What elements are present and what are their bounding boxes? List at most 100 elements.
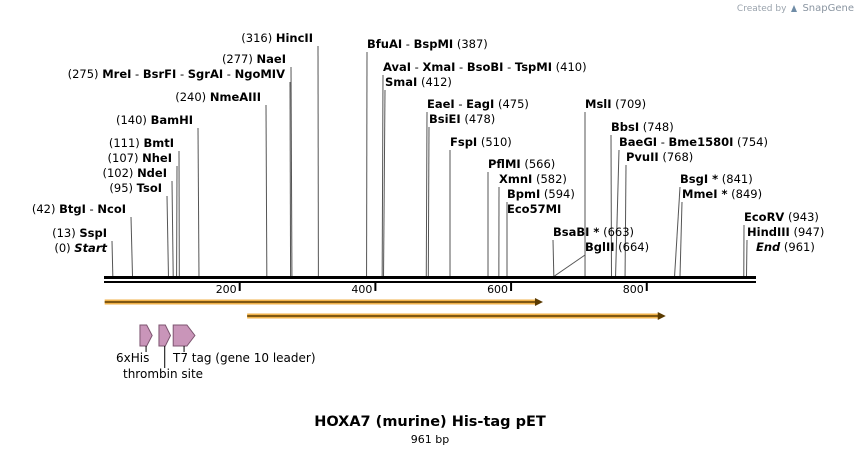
site-position: (478): [461, 112, 496, 126]
site-position: (107): [108, 151, 143, 165]
enzyme-name: EagI: [466, 97, 494, 111]
credit-prefix: Created by: [736, 3, 787, 14]
site-label: (95) TsoI: [109, 181, 162, 195]
site-position: (410): [552, 60, 587, 74]
site-labels: (0) Start(13) SspI (42) BtgI - NcoI (95) T…: [32, 31, 825, 255]
orf-arrows: [104, 298, 666, 320]
site-label: (13) SspI: [52, 226, 107, 240]
site-label: SmaI (412): [385, 75, 452, 89]
site-label: (42) BtgI - NcoI: [32, 202, 126, 216]
site-line: [674, 186, 681, 277]
enzyme-name: MslI: [585, 97, 612, 111]
enzyme-name: SmaI: [385, 75, 417, 89]
feature-label: thrombin site: [123, 367, 203, 381]
site-line: [554, 254, 586, 277]
enzyme-name: BamHI: [151, 113, 193, 127]
feature-arrow: [172, 324, 196, 347]
site-line: [166, 195, 169, 277]
site-label: FspI (510): [450, 135, 512, 149]
site-label: (107) NheI: [108, 151, 172, 165]
enzyme-name: BmtI: [143, 136, 174, 150]
site-position: (566): [521, 157, 556, 171]
enzyme-name: XmaI: [423, 60, 456, 74]
enzyme-name: TsoI: [137, 181, 162, 195]
enzyme-name: BpmI: [507, 187, 540, 201]
site-position: (275): [68, 67, 103, 81]
enzyme-name: BsoBI: [467, 60, 504, 74]
enzyme-name: SgrAI: [188, 67, 223, 81]
site-position: (961): [780, 240, 815, 254]
site-separator: -: [131, 67, 142, 81]
map-title: HOXA7 (murine) His-tag pET: [314, 414, 546, 430]
enzyme-name: NmeAIII: [210, 90, 261, 104]
scale-tick-label: 600: [487, 283, 508, 296]
site-position: (754): [733, 135, 768, 149]
site-line: [383, 89, 386, 277]
site-label: XmnI (582): [499, 172, 567, 186]
site-position: (748): [639, 120, 674, 134]
site-position: (111): [109, 136, 144, 150]
feature-label: T7 tag (gene 10 leader): [172, 351, 316, 365]
site-position: (594): [540, 187, 575, 201]
site-label: BsgI * (841): [680, 172, 753, 186]
enzyme-name: BsgI *: [680, 172, 718, 186]
enzyme-name: End: [756, 240, 781, 254]
site-line: [197, 127, 200, 277]
enzyme-name: Eco57MI: [507, 202, 561, 216]
credit-brand: SnapGene: [802, 3, 854, 14]
site-position: (277): [222, 52, 257, 66]
site-label: EcoRV (943): [744, 210, 819, 224]
site-line: [290, 66, 293, 277]
site-label: (111) BmtI: [109, 136, 174, 150]
enzyme-name: AvaI: [383, 60, 411, 74]
backbone-bottom-strand: [104, 281, 756, 283]
site-position: (709): [612, 97, 647, 111]
site-separator: -: [455, 97, 466, 111]
site-label: AvaI - XmaI - BsoBI - TspMI (410): [383, 60, 587, 74]
site-label: (140) BamHI: [116, 113, 193, 127]
snapgene-logo-icon: [791, 4, 798, 12]
enzyme-name: HincII: [276, 31, 313, 45]
site-label: BfuAI - BspMI (387): [367, 37, 488, 51]
site-position: (42): [32, 202, 59, 216]
backbone-top-strand: [104, 276, 756, 279]
site-label: BsaBI * (663): [553, 225, 634, 239]
site-line: [427, 126, 430, 277]
site-label: EaeI - EagI (475): [427, 97, 529, 111]
site-label: End (961): [756, 240, 815, 254]
site-position: (387): [453, 37, 488, 51]
enzyme-name: NdeI: [137, 166, 167, 180]
site-position: (841): [718, 172, 753, 186]
site-position: (510): [477, 135, 512, 149]
enzyme-name: BtgI: [59, 202, 86, 216]
site-label: (0) Start: [54, 241, 107, 255]
scale-tick-label: 400: [351, 283, 372, 296]
site-label: PvuII (768): [626, 150, 693, 164]
site-line: [552, 239, 555, 277]
map-length: 961 bp: [410, 433, 450, 446]
site-position: (475): [494, 97, 529, 111]
site-label: (316) HincII: [241, 31, 313, 45]
site-line: [381, 74, 384, 277]
enzyme-name: BsaBI *: [553, 225, 599, 239]
site-position: (663): [599, 225, 634, 239]
site-position: (943): [784, 210, 819, 224]
enzyme-name: PflMI: [488, 157, 521, 171]
enzyme-name: NgoMIV: [235, 67, 285, 81]
site-label: (240) NmeAIII: [175, 90, 261, 104]
enzyme-name: FspI: [450, 135, 477, 149]
site-separator: -: [503, 60, 514, 74]
enzyme-name: TspMI: [515, 60, 552, 74]
site-line: [615, 149, 620, 277]
enzyme-name: BbsI: [611, 120, 639, 134]
site-label: BaeGI - Bme1580I (754): [619, 135, 768, 149]
backbone: [104, 276, 756, 283]
site-position: (768): [659, 150, 694, 164]
features: 6xHis thrombin site T7 tag (gene 10 leader…: [116, 324, 316, 381]
enzyme-name: NcoI: [97, 202, 126, 216]
site-position: (664): [615, 240, 650, 254]
credit: Created by SnapGene: [737, 3, 854, 14]
site-position: (849): [728, 187, 763, 201]
site-label: BglII (664): [585, 240, 649, 254]
site-separator: -: [455, 60, 466, 74]
